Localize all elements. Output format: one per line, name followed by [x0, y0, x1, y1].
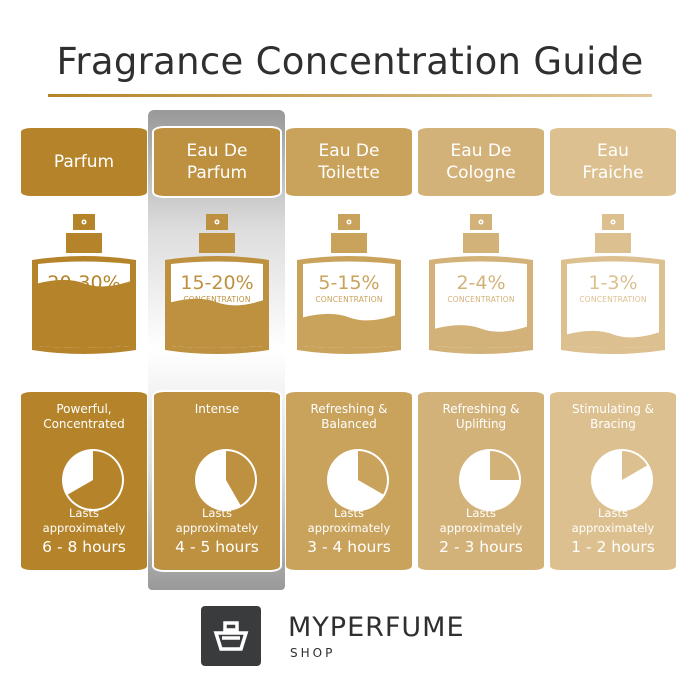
type-name-line: Parfum: [186, 163, 248, 183]
type-header: Eau De Cologne: [418, 128, 544, 196]
description-line: Bracing: [590, 417, 636, 431]
pie-duration-slice: [490, 451, 519, 480]
longevity-card: Powerful, Concentrated Lasts approximately…: [21, 392, 147, 570]
page-title: Fragrance Concentration Guide: [56, 40, 644, 83]
type-name-line: Eau: [597, 141, 629, 161]
bottle-icon: [429, 214, 533, 354]
duration-hours: 3 - 4 hours: [307, 538, 391, 556]
bottle-icon: [32, 214, 136, 354]
description-line: Refreshing &: [310, 402, 388, 416]
clock-pie-icon: [195, 449, 257, 511]
liquid-fill: [567, 330, 659, 348]
description-line: Refreshing &: [442, 402, 520, 416]
type-name-line: Toilette: [318, 163, 380, 183]
pie-duration-slice: [358, 451, 387, 495]
title-divider: [48, 94, 652, 97]
concentration-value: 2-4%: [456, 272, 506, 294]
concentration-value: 5-15%: [318, 272, 380, 294]
lasts-line: Lasts: [69, 506, 99, 520]
bottle-icon: [561, 214, 665, 354]
lasts-line: Lasts: [334, 506, 364, 520]
description-line: Balanced: [321, 417, 377, 431]
concentration-label: CONCENTRATION: [50, 295, 118, 304]
type-name-line: Eau De: [450, 141, 512, 161]
lasts-line: Lasts: [202, 506, 232, 520]
type-name-line: Eau De: [318, 141, 380, 161]
longevity-card: Intense Lasts approximately 4 - 5 hours: [152, 390, 282, 572]
description-line: Powerful,: [56, 402, 112, 416]
concentration-label: CONCENTRATION: [315, 295, 383, 304]
bottle-icon: [297, 214, 401, 354]
type-header: Eau De Parfum: [152, 126, 282, 198]
column-3: Eau De Cologne 2-4% CONCENTRATION Refresh…: [418, 0, 544, 700]
lasts-line: approximately: [175, 521, 259, 535]
column-4: Eau Fraiche 1-3% CONCENTRATION Stimulatin…: [550, 0, 676, 700]
liquid-fill: [435, 325, 527, 348]
logo-icon: [201, 606, 261, 666]
clock-pie-icon: [459, 449, 521, 511]
column-2: Eau De Toilette 5-15% CONCENTRATION Refre…: [286, 0, 412, 700]
description-line: Concentrated: [43, 417, 125, 431]
concentration-label: CONCENTRATION: [447, 295, 515, 304]
longevity-card: Refreshing & Uplifting Lasts approximately…: [418, 392, 544, 570]
pie-duration-slice: [226, 451, 255, 506]
type-name-line: Cologne: [446, 163, 516, 183]
liquid-fill: [38, 279, 130, 348]
duration-hours: 6 - 8 hours: [42, 538, 126, 556]
description-line: Intense: [194, 402, 240, 416]
longevity-card: Stimulating & Bracing Lasts approximately …: [550, 392, 676, 570]
duration-hours: 1 - 2 hours: [571, 538, 655, 556]
duration-hours: 2 - 3 hours: [439, 538, 523, 556]
concentration-value: 15-20%: [180, 272, 254, 294]
description-line: Uplifting: [455, 417, 507, 431]
bottle-icon: [165, 214, 269, 354]
lasts-line: Lasts: [466, 506, 496, 520]
description-line: Stimulating &: [571, 402, 655, 416]
pie-duration-slice: [67, 451, 122, 509]
liquid-fill: [171, 298, 263, 348]
type-name-line: Eau De: [186, 141, 248, 161]
pie-duration-slice: [622, 451, 648, 480]
type-header: Parfum: [21, 128, 147, 196]
clock-pie-icon: [591, 449, 653, 511]
brand-name: MYPERFUME: [288, 612, 465, 643]
concentration-value: 20-30%: [47, 272, 121, 294]
concentration-value: 1-3%: [588, 272, 638, 294]
type-name-line: Parfum: [53, 152, 115, 172]
longevity-card: Refreshing & Balanced Lasts approximately …: [286, 392, 412, 570]
type-header: Eau De Toilette: [286, 128, 412, 196]
column-1: Eau De Parfum 15-20% CONCENTRATION Intens…: [152, 0, 282, 700]
lasts-line: approximately: [307, 521, 391, 535]
type-name-line: Fraiche: [582, 163, 644, 183]
lasts-line: approximately: [571, 521, 655, 535]
liquid-fill: [303, 313, 395, 348]
brand-sub: SHOP: [290, 646, 336, 660]
clock-pie-icon: [327, 449, 389, 511]
type-header: Eau Fraiche: [550, 128, 676, 196]
duration-hours: 4 - 5 hours: [175, 538, 259, 556]
column-0: Parfum 20-30% CONCENTRATION Powerful, Con…: [21, 0, 147, 700]
concentration-label: CONCENTRATION: [183, 295, 251, 304]
clock-pie-icon: [62, 449, 124, 511]
lasts-line: approximately: [439, 521, 523, 535]
lasts-line: Lasts: [598, 506, 628, 520]
concentration-label: CONCENTRATION: [579, 295, 647, 304]
lasts-line: approximately: [42, 521, 126, 535]
